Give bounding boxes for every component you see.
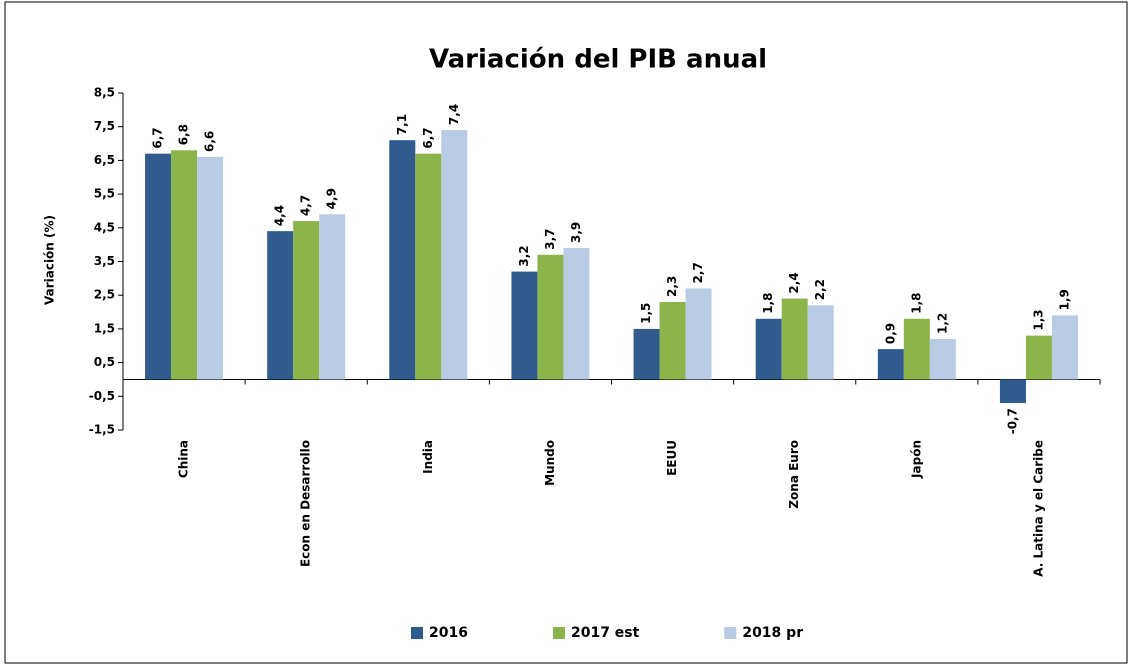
y-axis-label: Variación (%) bbox=[43, 215, 57, 305]
y-tick-label: 7,5 bbox=[94, 119, 115, 133]
data-label: -0,7 bbox=[1005, 408, 1019, 434]
data-label: 3,9 bbox=[569, 222, 583, 243]
data-label: 1,8 bbox=[909, 293, 923, 314]
y-tick-label: -1,5 bbox=[89, 423, 115, 437]
y-tick-label: 8,5 bbox=[94, 86, 115, 100]
data-label: 4,9 bbox=[325, 188, 339, 209]
bar bbox=[877, 349, 904, 380]
bar bbox=[807, 305, 834, 380]
bar bbox=[781, 298, 808, 380]
bar bbox=[197, 157, 224, 380]
bar bbox=[999, 379, 1026, 404]
data-label: 6,7 bbox=[151, 127, 165, 148]
bar bbox=[1025, 335, 1052, 380]
bar bbox=[563, 248, 590, 380]
bar bbox=[755, 318, 782, 380]
data-label: 4,7 bbox=[299, 195, 313, 216]
x-tick-label: Mundo bbox=[543, 440, 557, 486]
bar bbox=[633, 328, 660, 380]
chart-title: Variación del PIB anual bbox=[429, 45, 767, 75]
x-tick-label: EEUU bbox=[665, 440, 679, 476]
legend-label: 2018 pr bbox=[742, 625, 803, 641]
bar bbox=[145, 153, 172, 380]
data-label: 6,7 bbox=[421, 127, 435, 148]
y-tick-label: 2,5 bbox=[94, 288, 115, 302]
data-label: 1,3 bbox=[1031, 309, 1045, 330]
bar bbox=[929, 339, 956, 380]
data-label: 1,5 bbox=[639, 303, 653, 324]
data-label: 1,9 bbox=[1057, 289, 1071, 310]
bar bbox=[1051, 315, 1078, 380]
data-label: 2,7 bbox=[691, 262, 705, 283]
data-label: 4,4 bbox=[273, 205, 287, 226]
data-label: 3,7 bbox=[543, 228, 557, 249]
y-tick-label: 3,5 bbox=[94, 254, 115, 268]
y-tick-label: -0,5 bbox=[89, 389, 115, 403]
bar bbox=[659, 301, 686, 380]
x-tick-label: Econ en Desarrollo bbox=[299, 440, 313, 567]
x-tick-label: A. Latina y el Caribe bbox=[1031, 440, 1045, 577]
x-tick-label: Zona Euro bbox=[787, 440, 801, 509]
x-tick-label: India bbox=[421, 440, 435, 474]
bar bbox=[685, 288, 712, 380]
data-label: 6,8 bbox=[177, 124, 191, 145]
y-tick-label: 6,5 bbox=[94, 153, 115, 167]
x-tick-label: China bbox=[177, 440, 191, 478]
data-label: 2,2 bbox=[813, 279, 827, 300]
data-label: 1,8 bbox=[761, 293, 775, 314]
bar bbox=[511, 271, 538, 380]
bar bbox=[903, 318, 930, 380]
data-label: 3,2 bbox=[517, 245, 531, 266]
data-label: 0,9 bbox=[883, 323, 897, 344]
y-tick-label: 4,5 bbox=[94, 220, 115, 234]
bar bbox=[441, 130, 468, 380]
legend-label: 2016 bbox=[429, 625, 468, 641]
bar bbox=[415, 153, 442, 380]
data-label: 1,2 bbox=[935, 313, 949, 334]
bar bbox=[267, 231, 294, 380]
bar bbox=[389, 140, 416, 380]
bar bbox=[537, 254, 564, 380]
bar bbox=[293, 221, 320, 380]
data-label: 6,6 bbox=[203, 131, 217, 152]
y-tick-label: 5,5 bbox=[94, 187, 115, 201]
y-tick-label: 0,5 bbox=[94, 355, 115, 369]
legend-label: 2017 est bbox=[571, 625, 640, 641]
data-label: 2,3 bbox=[665, 276, 679, 297]
data-label: 2,4 bbox=[787, 272, 801, 293]
legend-swatch bbox=[411, 627, 423, 639]
bar bbox=[171, 150, 198, 380]
x-tick-label: Japón bbox=[909, 440, 923, 479]
bar bbox=[319, 214, 346, 380]
y-tick-label: 1,5 bbox=[94, 321, 115, 335]
data-label: 7,4 bbox=[447, 104, 461, 125]
data-label: 7,1 bbox=[395, 114, 409, 135]
legend-swatch bbox=[724, 627, 737, 639]
legend-swatch bbox=[552, 627, 565, 639]
